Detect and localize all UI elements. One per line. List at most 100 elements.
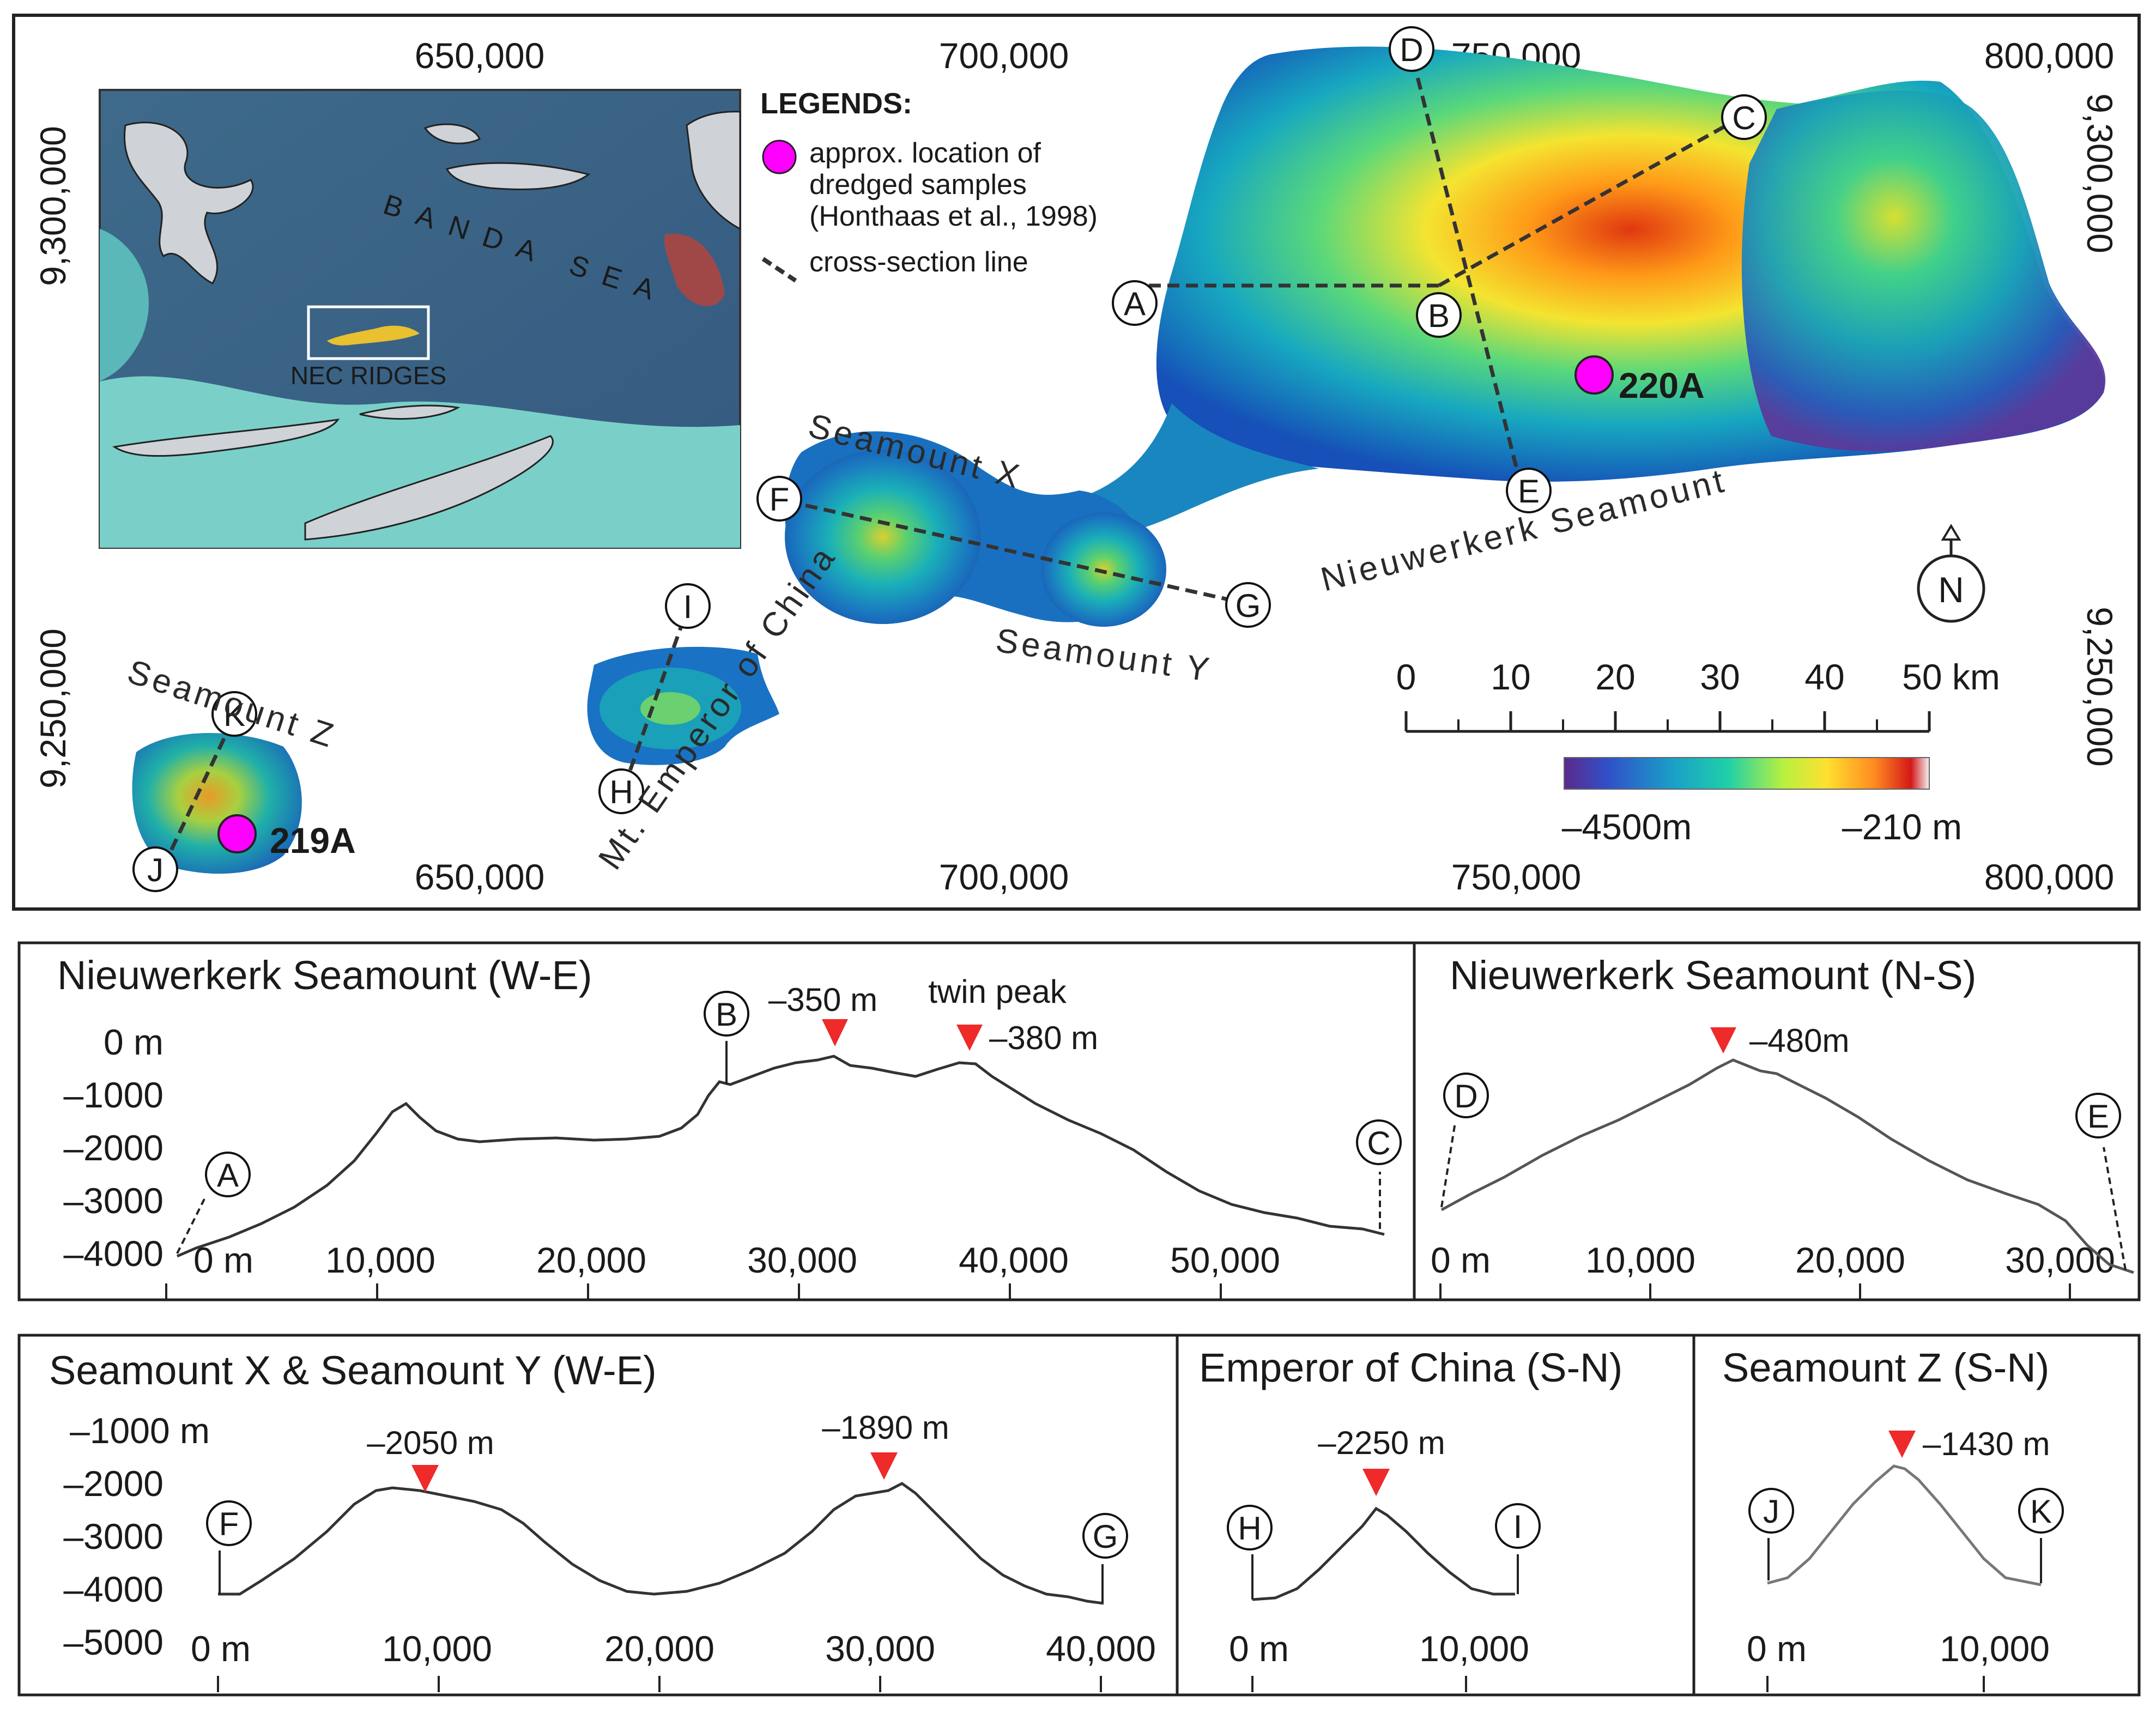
seamount-y-relief [1041, 512, 1166, 627]
inset-island-flores [112, 419, 340, 457]
profile-seamount-z: Seamount Z (S-N) 0 m 10,000 J K –1430 m [1722, 1345, 2064, 1692]
x-tick: 30,000 [825, 1628, 935, 1669]
x-tick: 10,000 [1940, 1628, 2050, 1669]
y-tick: –2000 [63, 1463, 163, 1504]
x-tick: 20,000 [604, 1628, 714, 1669]
inset-island-sulawesi [124, 122, 254, 284]
section-line-jk [161, 716, 237, 868]
svg-text:E: E [1518, 473, 1540, 510]
point-g: G [1225, 582, 1271, 628]
scale-label: 40 [1804, 657, 1844, 697]
point-e: E [1506, 468, 1552, 513]
scale-label: 50 km [1902, 657, 2000, 697]
svg-text:G: G [1093, 1518, 1118, 1555]
profile-start-f: F [206, 1500, 252, 1546]
top-tick: 700,000 [939, 35, 1069, 76]
svg-text:H: H [1238, 1510, 1261, 1547]
peak-label: –380 m [989, 1020, 1098, 1056]
peak-label: –1890 m [822, 1409, 949, 1446]
bottom-tick: 750,000 [1451, 857, 1582, 897]
point-h: H [598, 768, 644, 814]
left-tick: 9,250,000 [33, 628, 73, 789]
point-j: J [132, 846, 178, 892]
bathymetry-nieuwerkerk [1040, 46, 2106, 543]
svg-text:C: C [1732, 100, 1755, 136]
colorbar-ramp [1564, 757, 1930, 790]
svg-text:A: A [1124, 286, 1146, 322]
profile-title: Seamount Z (S-N) [1722, 1345, 2049, 1390]
bottom-tick: 650,000 [415, 857, 545, 897]
profile-start-a: A [205, 1152, 251, 1197]
section-points: A B C D E F G H I J K [132, 26, 1767, 892]
legend-sample-line2: dredged samples [809, 169, 1027, 201]
y-tick: –4000 [63, 1569, 163, 1609]
svg-text:B: B [716, 996, 737, 1033]
svg-text:F: F [770, 481, 790, 518]
x-tick: 0 m [1229, 1628, 1289, 1669]
seamount-z-relief [132, 733, 302, 874]
y-tick: –1000 m [70, 1410, 210, 1451]
leader-d [1440, 1122, 1456, 1208]
peak-marker [870, 1452, 898, 1480]
nieuwerkerk-east-lobe [1741, 90, 2106, 452]
x-tick: 20,000 [536, 1240, 646, 1280]
right-tick: 9,300,000 [2080, 93, 2120, 253]
x-tick: 0 m [191, 1628, 251, 1669]
profile-start-d: D [1443, 1073, 1489, 1118]
colorbar-max-label: –210 m [1842, 807, 1962, 847]
svg-text:G: G [1236, 588, 1261, 624]
svg-text:I: I [683, 589, 693, 625]
inset-box-label: NEC RIDGES [290, 361, 446, 390]
sample-220a-label: 220A [1619, 365, 1705, 405]
scale-bar: 0 10 20 30 40 50 km [1396, 657, 2000, 733]
x-tick: 20,000 [1795, 1240, 1905, 1280]
section-line-fg [787, 499, 1249, 606]
scale-label: 0 [1396, 657, 1416, 697]
y-tick: –4000 [63, 1233, 163, 1274]
point-b: B [1416, 292, 1462, 338]
legend-sample-line3: (Honthaas et al., 1998) [809, 201, 1098, 232]
y-tick: –3000 [63, 1516, 163, 1556]
peak-marker [1362, 1469, 1390, 1496]
sample-219a-label: 219A [270, 820, 356, 861]
sample-219a-marker [217, 814, 257, 853]
dredged-samples: 220A 219A [217, 355, 1705, 861]
y-tick: –3000 [63, 1180, 163, 1221]
x-tick: 50,000 [1170, 1240, 1280, 1280]
svg-text:F: F [219, 1506, 239, 1542]
peak-marker [956, 1025, 983, 1051]
profile-end-g: G [1082, 1513, 1128, 1559]
right-tick: 9,250,000 [2080, 607, 2120, 767]
legend-title: LEGENDS: [760, 87, 912, 120]
twin-peak-note: twin peak [928, 973, 1067, 1010]
inset-shallow-shelf [100, 376, 740, 548]
svg-text:H: H [609, 774, 633, 810]
profile-mid-b: B [704, 991, 749, 1037]
profile-start-h: H [1227, 1505, 1273, 1551]
leader-e [2103, 1147, 2127, 1270]
north-arrowhead [1941, 524, 1961, 541]
point-a: A [1112, 280, 1158, 326]
legend-sample-line1: approx. location of [809, 137, 1041, 169]
seamount-x-relief [785, 450, 981, 624]
top-tick: 650,000 [415, 35, 545, 76]
profile-end-k: K [2018, 1488, 2064, 1534]
svg-text:I: I [1513, 1509, 1523, 1545]
inset-island-wetar [359, 404, 461, 420]
y-tick: –2000 [63, 1128, 163, 1168]
profile-start-j: J [1748, 1488, 1794, 1534]
svg-text:C: C [1367, 1125, 1390, 1161]
peak-label: –2250 m [1318, 1425, 1445, 1461]
peak-marker [1710, 1027, 1736, 1053]
colorbar-min-label: –4500m [1562, 807, 1692, 847]
inset-island-papua [686, 111, 741, 231]
profile-line [1767, 1464, 2042, 1586]
y-tick: –5000 [63, 1622, 163, 1662]
profile-title: Seamount X & Seamount Y (W-E) [49, 1348, 657, 1393]
depth-colorbar: –4500m –210 m [1562, 757, 1962, 847]
svg-text:J: J [1763, 1493, 1779, 1530]
section-line-bc [1438, 115, 1742, 288]
north-arrow: N [1917, 524, 1985, 623]
inset-map: BANDA SEA NEC RIDGES [99, 89, 741, 549]
